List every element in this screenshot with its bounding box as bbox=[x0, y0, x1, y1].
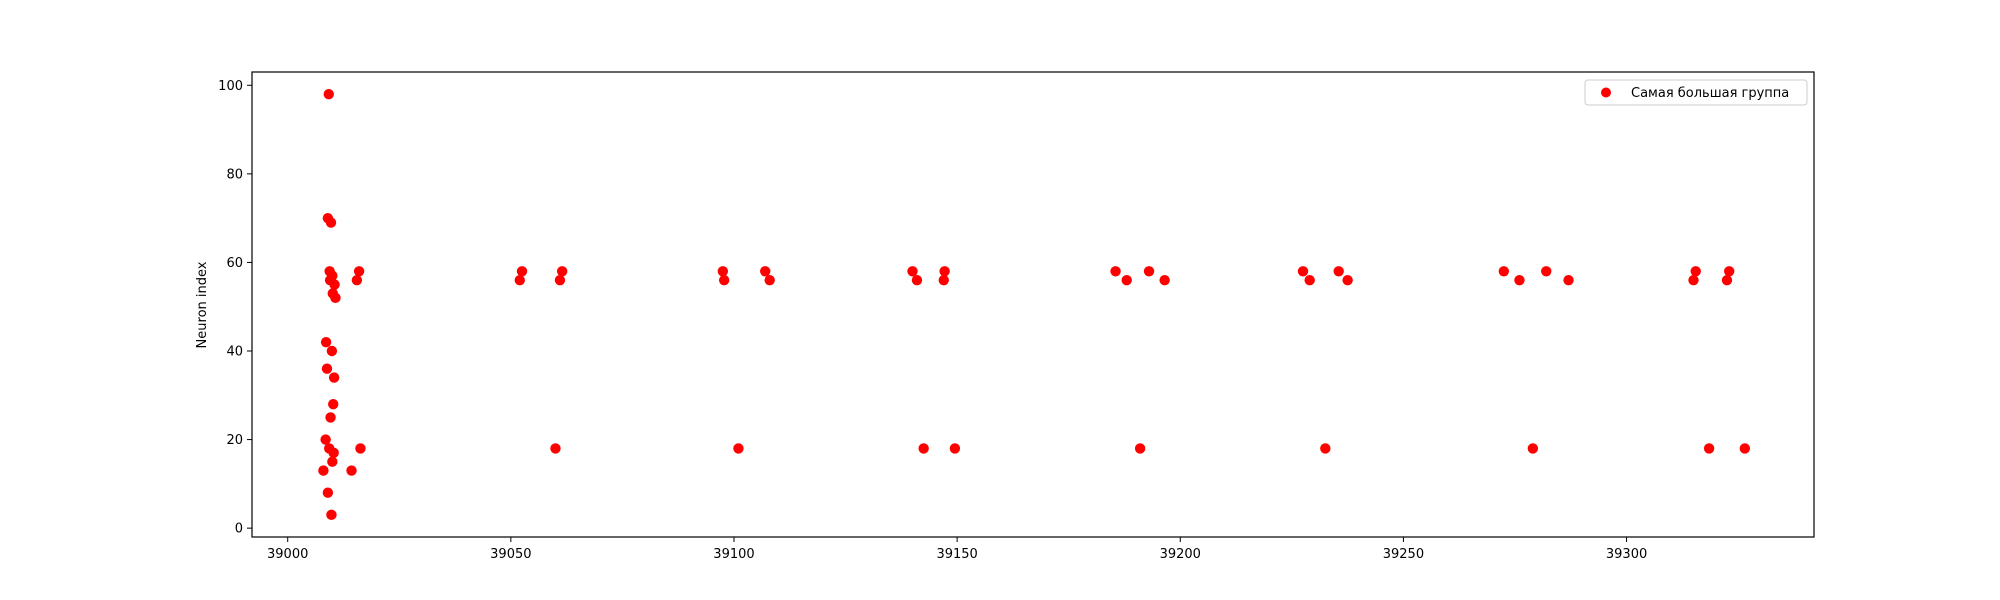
data-point bbox=[318, 465, 329, 476]
data-point bbox=[1541, 266, 1552, 277]
data-points bbox=[318, 88, 1751, 521]
data-point bbox=[330, 292, 341, 304]
data-point bbox=[939, 266, 950, 277]
data-point bbox=[1690, 266, 1701, 277]
x-tick-label: 39000 bbox=[267, 547, 308, 562]
data-point bbox=[1703, 443, 1715, 454]
data-point bbox=[717, 266, 729, 277]
y-tick-label: 40 bbox=[226, 345, 243, 360]
data-point bbox=[907, 266, 918, 277]
y-axis-label: Neuron index bbox=[195, 261, 210, 348]
data-point bbox=[325, 412, 336, 423]
data-point bbox=[323, 88, 334, 100]
y-tick-label: 80 bbox=[226, 167, 243, 182]
data-point bbox=[764, 274, 775, 286]
data-point bbox=[328, 447, 339, 459]
legend: Самая большая группа bbox=[1584, 79, 1808, 106]
data-point bbox=[351, 274, 363, 286]
legend-label: Самая большая группа bbox=[1631, 86, 1789, 101]
data-point bbox=[320, 434, 331, 445]
data-point bbox=[516, 266, 528, 277]
y-tick-label: 60 bbox=[226, 256, 243, 271]
data-point bbox=[1739, 443, 1751, 454]
data-point bbox=[1143, 266, 1155, 277]
data-point bbox=[949, 443, 961, 454]
data-point bbox=[322, 487, 334, 498]
x-tick-label: 39200 bbox=[1160, 547, 1201, 562]
data-point bbox=[1110, 266, 1121, 277]
data-point bbox=[353, 266, 365, 277]
data-point bbox=[327, 456, 338, 467]
data-point bbox=[1159, 274, 1170, 286]
data-point bbox=[326, 345, 338, 357]
data-point bbox=[718, 274, 730, 286]
data-point bbox=[1721, 274, 1733, 286]
x-tick-label: 39300 bbox=[1606, 547, 1647, 562]
data-point bbox=[328, 372, 340, 383]
data-point bbox=[938, 274, 949, 286]
data-point bbox=[1342, 274, 1353, 286]
data-point bbox=[918, 443, 929, 454]
data-point bbox=[321, 363, 333, 374]
data-point bbox=[1297, 266, 1309, 277]
data-point bbox=[554, 274, 566, 286]
data-point bbox=[1333, 266, 1344, 277]
data-point bbox=[327, 270, 338, 281]
data-point bbox=[1134, 443, 1146, 454]
data-point bbox=[326, 509, 337, 521]
x-tick-label: 39100 bbox=[713, 547, 754, 562]
data-point bbox=[1724, 266, 1735, 277]
data-point bbox=[1320, 443, 1331, 454]
data-point bbox=[733, 443, 744, 454]
data-point bbox=[514, 274, 525, 286]
data-point bbox=[1688, 274, 1699, 286]
data-point bbox=[329, 279, 340, 290]
data-point bbox=[355, 443, 366, 454]
data-point bbox=[1563, 274, 1574, 286]
data-point bbox=[556, 266, 568, 277]
x-tick-label: 39150 bbox=[936, 547, 977, 562]
data-point bbox=[320, 336, 332, 348]
data-point bbox=[346, 465, 357, 476]
data-point bbox=[325, 217, 337, 228]
data-point bbox=[1304, 274, 1315, 286]
data-point bbox=[550, 443, 561, 454]
y-tick-label: 100 bbox=[218, 79, 243, 94]
x-tick-label: 39050 bbox=[490, 547, 531, 562]
data-point bbox=[1121, 274, 1132, 286]
data-point bbox=[328, 398, 339, 410]
plot-area-frame bbox=[251, 71, 1815, 538]
data-point bbox=[911, 274, 923, 286]
data-point bbox=[1527, 443, 1539, 454]
legend-marker bbox=[1601, 87, 1611, 98]
data-point bbox=[760, 266, 771, 277]
legend-box bbox=[1584, 79, 1808, 106]
y-tick-label: 20 bbox=[226, 433, 243, 448]
y-tick-label: 0 bbox=[235, 522, 243, 537]
data-point bbox=[1498, 266, 1510, 277]
axis-ticks: 39000 39050 39100 39150 39200 39250 39300 0 20 40… bbox=[218, 79, 1647, 562]
data-point bbox=[1514, 274, 1525, 286]
x-tick-label: 39250 bbox=[1383, 547, 1424, 562]
